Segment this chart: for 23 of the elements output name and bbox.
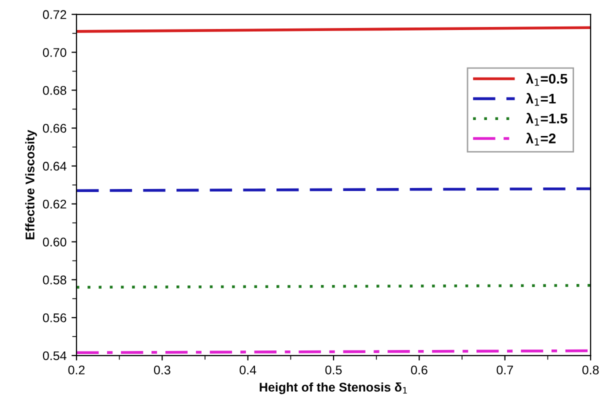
y-tick-label: 0.72 (42, 10, 66, 20)
y-tick-label: 0.54 (42, 351, 66, 360)
y-tick-label: 0.56 (42, 313, 66, 322)
legend-label: λ$_{1}$=1 (526, 92, 556, 106)
y-tick-label: 0.64 (42, 162, 66, 171)
y-tick-label: 0.68 (42, 86, 66, 95)
y-tick-label: 0.62 (42, 200, 66, 209)
legend-label: λ$_{1}$=1.5 (526, 112, 568, 126)
y-tick-label: 0.66 (42, 124, 66, 133)
y-tick-label: 0.58 (42, 276, 66, 284)
x-tick-label: 0.2 (68, 366, 85, 374)
x-tick-label: 0.3 (154, 366, 170, 374)
legend-label: λ$_{1}$=2 (526, 132, 556, 146)
x-axis-title: Height of the Stenosis δ$_{1}$ (260, 382, 407, 394)
x-tick-label: 0.7 (496, 366, 513, 374)
x-tick-label: 0.4 (240, 366, 256, 374)
y-tick-label: 0.60 (42, 238, 66, 246)
x-tick-label: 0.6 (411, 366, 428, 374)
legend-label: λ$_{1}$=0.5 (526, 73, 568, 86)
x-tick-label: 0.8 (582, 366, 599, 374)
x-tick-label: 0.5 (325, 366, 342, 374)
y-tick-label: 0.70 (42, 48, 66, 57)
y-axis-title: Effective Viscosity (25, 130, 37, 240)
